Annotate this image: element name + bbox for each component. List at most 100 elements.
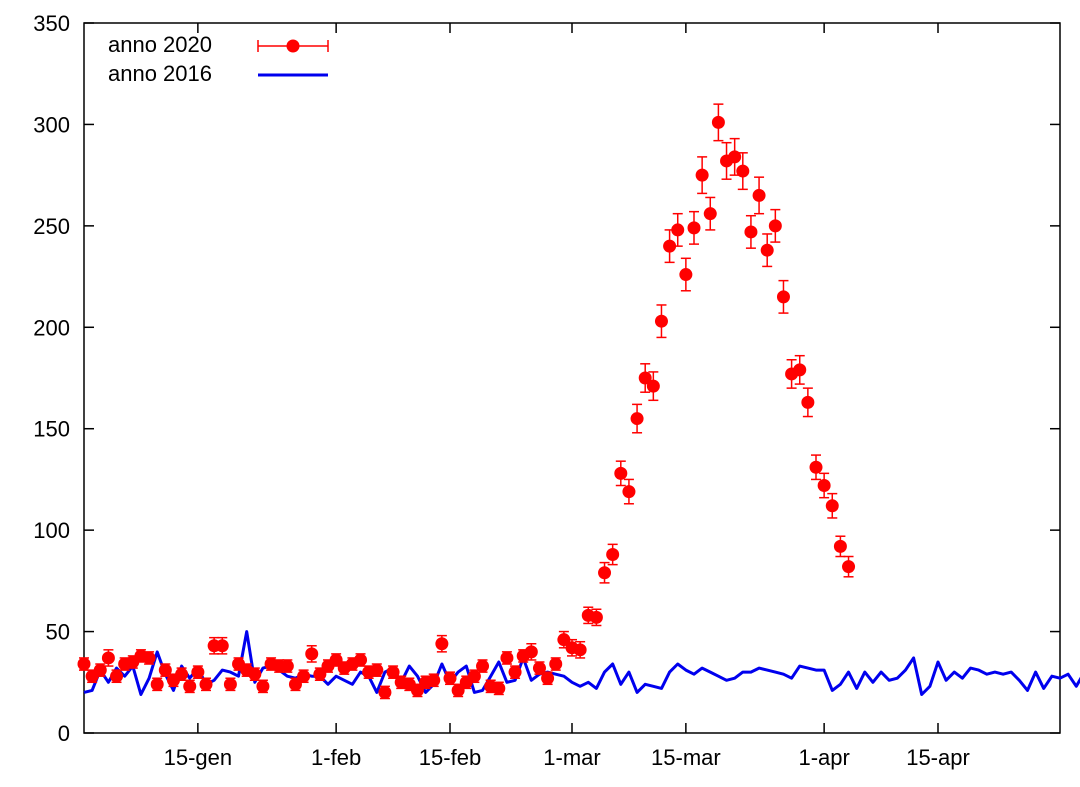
data-point <box>606 543 620 566</box>
data-point <box>256 679 270 694</box>
data-point <box>248 667 262 682</box>
point-marker <box>175 667 189 681</box>
data-point <box>215 636 229 655</box>
data-point <box>101 649 115 667</box>
y-axis: 0 50 100 150 200 250 300 350 <box>33 11 1060 746</box>
data-point <box>589 608 603 627</box>
point-marker <box>313 667 327 681</box>
data-point <box>711 103 725 142</box>
point-marker <box>297 669 311 683</box>
data-point <box>288 677 302 692</box>
data-point <box>654 304 668 339</box>
point-marker <box>329 653 343 667</box>
y-tick-label: 150 <box>33 417 70 442</box>
data-point <box>752 176 766 215</box>
legend-label-anno-2016: anno 2016 <box>108 61 212 86</box>
data-point <box>199 677 213 692</box>
data-point <box>77 657 91 671</box>
data-point <box>760 233 774 268</box>
point-marker <box>410 683 424 697</box>
x-axis: 15-gen 1-feb 15-feb 1-mar 15-mar 1-apr 15-apr <box>164 23 970 770</box>
data-point <box>150 677 164 692</box>
data-point <box>410 683 424 698</box>
point-marker <box>492 681 506 695</box>
data-point <box>175 667 189 682</box>
point-marker <box>549 657 563 671</box>
y-tick-label: 100 <box>33 518 70 543</box>
y-tick-label: 300 <box>33 112 70 137</box>
point-marker <box>630 412 644 426</box>
point-marker <box>305 647 319 661</box>
data-point <box>744 214 758 249</box>
data-point <box>703 196 717 231</box>
data-point <box>614 460 628 487</box>
data-point <box>378 685 392 700</box>
data-point <box>500 651 514 665</box>
point-marker <box>93 663 107 677</box>
data-point <box>541 671 555 686</box>
point-marker <box>833 539 847 553</box>
data-point <box>809 454 823 481</box>
point-marker <box>703 207 717 221</box>
point-marker <box>744 225 758 239</box>
x-tick-label: 15-apr <box>906 745 970 770</box>
point-marker <box>467 669 481 683</box>
point-marker <box>256 679 270 693</box>
data-point <box>817 472 831 499</box>
y-tick-label: 200 <box>33 315 70 340</box>
point-marker <box>223 677 237 691</box>
x-tick-label: 1-feb <box>311 745 361 770</box>
data-point <box>801 387 815 418</box>
point-marker <box>598 566 612 580</box>
point-marker <box>557 633 571 647</box>
y-tick-label: 50 <box>46 620 70 645</box>
point-marker <box>150 677 164 691</box>
point-marker <box>842 560 856 574</box>
data-point <box>679 257 693 292</box>
point-marker <box>760 243 774 257</box>
point-marker <box>248 667 262 681</box>
data-point <box>110 669 124 684</box>
x-tick-label: 1-apr <box>798 745 849 770</box>
x-tick-label: 1-mar <box>543 745 600 770</box>
point-marker <box>451 683 465 697</box>
point-marker <box>687 221 701 235</box>
point-marker <box>776 290 790 304</box>
data-point <box>508 665 522 679</box>
point-marker <box>638 371 652 385</box>
data-point <box>191 665 205 679</box>
point-marker <box>606 547 620 561</box>
point-marker <box>142 651 156 665</box>
data-point <box>573 640 587 659</box>
x-tick-label: 15-gen <box>164 745 233 770</box>
point-marker <box>768 219 782 233</box>
point-marker <box>386 665 400 679</box>
data-point <box>687 210 701 245</box>
data-point <box>297 669 311 684</box>
point-marker <box>500 651 514 665</box>
data-point <box>557 630 571 649</box>
data-point <box>776 279 790 314</box>
point-marker <box>589 610 603 624</box>
point-marker <box>532 661 546 675</box>
data-point <box>435 634 449 653</box>
point-marker <box>476 659 490 673</box>
data-point <box>736 152 750 191</box>
data-point <box>158 663 172 677</box>
data-point <box>524 642 538 661</box>
data-point <box>142 651 156 665</box>
data-point <box>386 665 400 679</box>
plot-area-frame <box>83 22 1061 734</box>
point-marker <box>679 268 693 282</box>
point-marker <box>793 363 807 377</box>
data-point <box>825 492 839 519</box>
point-marker <box>622 485 636 499</box>
point-marker <box>158 663 172 677</box>
point-marker <box>728 150 742 164</box>
series-anno-2020 <box>77 103 856 700</box>
point-marker <box>825 499 839 513</box>
x-tick-label: 15-feb <box>419 745 481 770</box>
data-point <box>476 659 490 673</box>
point-marker <box>614 466 628 480</box>
data-point <box>305 645 319 663</box>
